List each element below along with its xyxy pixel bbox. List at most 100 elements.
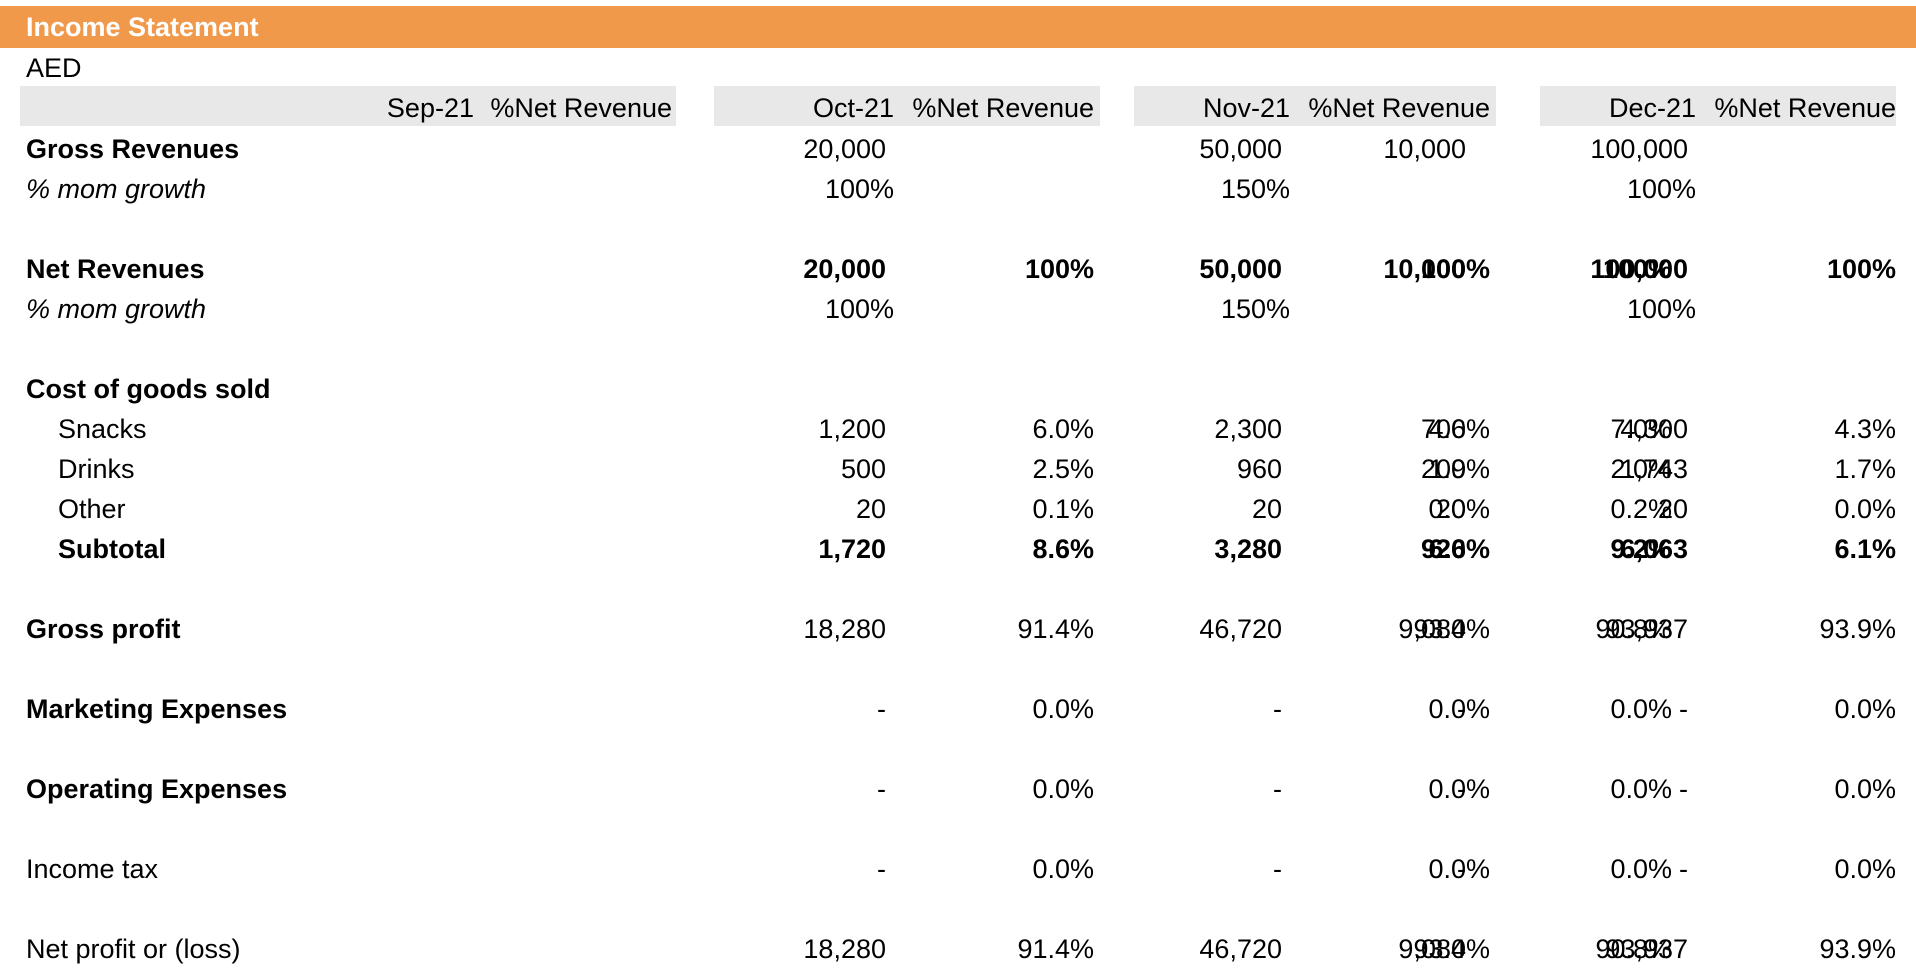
percent-cell: 6.6% <box>1428 534 1490 564</box>
pct-header-dec: %Net Revenue <box>1714 93 1896 123</box>
amount-cell: 20 <box>1657 494 1688 524</box>
percent-cell: 0.0% <box>1610 694 1672 724</box>
amount-cell: 200 <box>1420 454 1466 484</box>
amount-cell: 50,000 <box>1199 134 1282 164</box>
amount-cell: 4,300 <box>1620 414 1688 444</box>
percent-cell: 91.4% <box>1017 614 1094 644</box>
percent-cell: 90.8% <box>1595 934 1672 964</box>
header-band-sep <box>20 86 676 126</box>
row-label: Cost of goods sold <box>26 374 271 404</box>
amount-cell: 20 <box>1251 494 1282 524</box>
percent-cell: 0.0% <box>1834 494 1896 524</box>
amount-cell: 1,200 <box>818 414 886 444</box>
header-band-dec <box>1540 86 1896 126</box>
amount-cell: - <box>1457 854 1466 884</box>
row-label: Marketing Expenses <box>26 694 288 724</box>
amount-cell: - <box>1273 694 1282 724</box>
row-label: Gross Revenues <box>26 134 240 164</box>
row-label: % mom growth <box>26 294 207 324</box>
header-band-oct <box>714 86 1100 126</box>
amount-cell: 18,280 <box>803 934 886 964</box>
percent-cell: 93.4% <box>1413 614 1490 644</box>
amount-cell: 9,080 <box>1398 934 1466 964</box>
amount-cell: 100,000 <box>1590 134 1688 164</box>
amount-cell: 1,743 <box>1620 454 1688 484</box>
amount-cell: 2,300 <box>1214 414 1282 444</box>
amount-cell: 10,000 <box>1383 134 1466 164</box>
percent-cell: 93.9% <box>1819 934 1896 964</box>
percent-cell: 2.5% <box>1032 454 1094 484</box>
percent-cell: 0.0% <box>1428 854 1490 884</box>
month-header-sep: Sep-21 <box>386 93 474 123</box>
table-row: Operating Expenses -0.0% -0.0% -0.0% -0.0% <box>0 769 1916 809</box>
amount-cell: - <box>877 774 886 804</box>
pct-header-oct: %Net Revenue <box>912 93 1094 123</box>
row-label: Other <box>58 494 126 524</box>
amount-cell: - <box>1457 694 1466 724</box>
percent-cell: 4.3% <box>1834 414 1896 444</box>
percent-cell: 93.4% <box>1413 934 1490 964</box>
table-row: Drinks 200 2.0% 500 2.5% 960 1.9% 1,743 1.7% <box>0 449 1916 489</box>
percent-cell: 0.0% <box>1610 854 1672 884</box>
amount-cell: 18,280 <box>803 614 886 644</box>
table-row: Marketing Expenses -0.0% -0.0% -0.0% -0.0% <box>0 689 1916 729</box>
amount-cell: 93,937 <box>1605 614 1688 644</box>
amount-cell: 960 <box>1236 454 1282 484</box>
table-row: Net Revenues 10,000 100% 20,000 100% 50,000 10… <box>0 249 1916 289</box>
row-label: Operating Expenses <box>26 774 288 804</box>
amount-cell: 20 <box>855 494 886 524</box>
amount-cell: 50,000 <box>1199 254 1282 284</box>
row-label: Income tax <box>26 854 159 884</box>
amount-cell: - <box>1679 854 1688 884</box>
percent-cell: 0.0% <box>1032 774 1094 804</box>
month-header-nov: Nov-21 <box>1202 93 1290 123</box>
percent-cell: 0.0% <box>1834 694 1896 724</box>
growth-cell: 100% <box>824 294 894 324</box>
amount-cell: - <box>1457 774 1466 804</box>
table-row: Net profit or (loss) 9,080 90.8% 18,280 91.4… <box>0 929 1916 969</box>
row-label: Net profit or (loss) <box>26 934 241 964</box>
amount-cell: 46,720 <box>1199 934 1282 964</box>
pct-header-sep: %Net Revenue <box>490 93 672 123</box>
table-row: Gross profit 9,080 90.8% 18,280 91.4% 46,720 9… <box>0 609 1916 649</box>
growth-cell: 100% <box>1626 294 1696 324</box>
percent-cell: 0.1% <box>1032 494 1094 524</box>
amount-cell: 920 <box>1420 534 1466 564</box>
row-label: Drinks <box>58 454 135 484</box>
amount-cell: - <box>1679 694 1688 724</box>
percent-cell: 1.9% <box>1428 454 1490 484</box>
amount-cell: - <box>877 854 886 884</box>
amount-cell: 6,063 <box>1620 534 1688 564</box>
title-bar: Income Statement <box>0 6 1916 48</box>
table-row: Subtotal 920 9.2% 1,720 8.6% 3,280 6.6% 6,063 6.… <box>0 529 1916 569</box>
percent-cell: 0.2% <box>1610 494 1672 524</box>
currency-label: AED <box>26 53 82 83</box>
growth-cell: 150% <box>1220 294 1290 324</box>
row-label: Net Revenues <box>26 254 205 284</box>
percent-cell: 0.0% <box>1428 494 1490 524</box>
percent-cell: 90.8% <box>1595 614 1672 644</box>
table-row: % mom growth 100% 150% 100% <box>0 289 1916 329</box>
amount-cell: - <box>1273 854 1282 884</box>
percent-cell: 1.7% <box>1834 454 1896 484</box>
percent-cell: 2.0% <box>1610 454 1672 484</box>
row-label: Subtotal <box>58 534 166 564</box>
percent-cell: 0.0% <box>1610 774 1672 804</box>
row-label: Snacks <box>58 414 147 444</box>
month-header-oct: Oct-21 <box>812 93 894 123</box>
percent-cell: 0.0% <box>1032 694 1094 724</box>
amount-cell: 100,000 <box>1590 254 1688 284</box>
amount-cell: 500 <box>840 454 886 484</box>
percent-cell: 100% <box>1420 254 1490 284</box>
amount-cell: 20 <box>1435 494 1466 524</box>
table-row: Snacks 700 7.0% 1,200 6.0% 2,300 4.6% 4,300 4.3% <box>0 409 1916 449</box>
amount-cell: 700 <box>1420 414 1466 444</box>
percent-cell: 0.0% <box>1032 854 1094 884</box>
percent-cell: 0.0% <box>1428 694 1490 724</box>
table-row: % mom growth 100% 150% 100% <box>0 169 1916 209</box>
growth-cell: 100% <box>824 174 894 204</box>
month-header-dec: Dec-21 <box>1608 93 1696 123</box>
row-label: Gross profit <box>26 614 181 644</box>
percent-cell: 100% <box>1024 254 1094 284</box>
percent-cell: 93.9% <box>1819 614 1896 644</box>
